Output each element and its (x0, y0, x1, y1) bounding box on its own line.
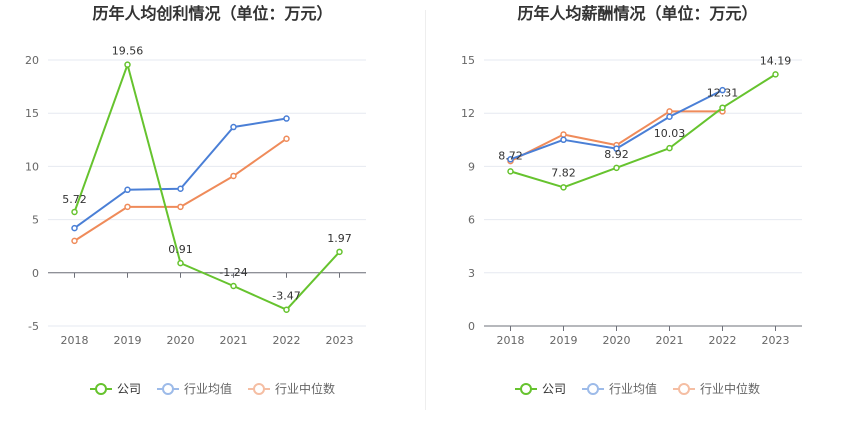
y-tick-label: 0 (468, 320, 475, 333)
data-point-industry-mean (177, 185, 184, 192)
legend-label-company: 公司 (116, 382, 141, 396)
data-point-company (666, 144, 673, 152)
data-point-industry-median (230, 172, 237, 180)
legend-label-company: 公司 (541, 382, 566, 396)
x-tick-label: 2018 (497, 334, 525, 347)
y-tick-label: 10 (25, 160, 39, 173)
data-label-company: -1.24 (219, 266, 247, 279)
data-point-industry-median (283, 135, 290, 142)
y-tick-label: -5 (28, 320, 39, 333)
y-tick-label: 20 (25, 54, 39, 67)
data-point-industry-mean (666, 113, 673, 120)
legend-swatch-industry-mean (156, 383, 179, 395)
x-tick-label: 2023 (326, 334, 354, 347)
data-point-company (560, 184, 567, 191)
legend-item-industry-median[interactable]: 行业中位数 (248, 382, 335, 396)
x-tick-label: 2020 (603, 334, 631, 347)
data-label-company: 8.92 (604, 148, 629, 161)
data-label-company: 19.56 (112, 45, 144, 58)
data-point-industry-median (560, 131, 567, 138)
data-point-company (336, 248, 343, 256)
x-tick-label: 2022 (273, 334, 301, 347)
data-point-company (719, 104, 726, 111)
x-tick-label: 2023 (762, 334, 790, 347)
x-tick-label: 2022 (709, 334, 737, 347)
legend-swatch-industry-mean (581, 383, 604, 395)
x-tick-label: 2021 (656, 334, 684, 347)
legend-item-industry-mean[interactable]: 行业均值 (581, 382, 657, 396)
data-point-company (507, 168, 514, 175)
legend-item-company[interactable]: 公司 (514, 382, 566, 396)
data-point-industry-mean (507, 156, 514, 163)
series-line-company (73, 63, 341, 311)
y-tick-label: 15 (461, 54, 475, 67)
data-point-company (283, 306, 290, 313)
y-tick-label: 5 (32, 214, 39, 227)
x-tick-label: 2020 (167, 334, 195, 347)
data-point-industry-mean (719, 86, 726, 94)
data-point-industry-median (71, 237, 78, 245)
y-tick-label: 12 (461, 107, 475, 120)
data-label-company: 0.91 (168, 243, 193, 256)
data-point-industry-mean (230, 123, 237, 131)
y-tick-label: 3 (468, 267, 475, 280)
data-label-company: 5.72 (62, 193, 87, 206)
data-point-industry-mean (613, 145, 620, 152)
legend-item-industry-mean[interactable]: 行业均值 (156, 382, 232, 396)
data-point-company (613, 164, 620, 172)
legend-item-company[interactable]: 公司 (89, 382, 141, 396)
legend-swatch-company (514, 383, 537, 395)
data-point-industry-median (124, 203, 131, 211)
data-point-company (71, 208, 78, 216)
data-point-industry-mean (283, 115, 290, 122)
legend-label-industry-median: 行业中位数 (275, 382, 336, 396)
data-label-company: 14.19 (760, 54, 792, 67)
legend-swatch-industry-median (248, 383, 270, 395)
data-point-industry-median (666, 108, 673, 115)
data-point-company (230, 282, 237, 290)
legend-swatch-company (89, 383, 112, 395)
data-point-industry-median (177, 203, 184, 211)
y-tick-label: 15 (25, 107, 39, 120)
data-label-company: 12.31 (707, 87, 739, 100)
data-point-company (177, 259, 184, 267)
gridlines (484, 59, 802, 327)
panel-divider (425, 10, 426, 410)
salary-chart-panel: 历年人均薪酬情况（单位：万元） 0 3 6 9 12 15 2018 2019 2020 2021… (425, 0, 850, 437)
data-label-company: 10.03 (654, 127, 686, 140)
data-point-industry-mean (124, 186, 131, 194)
salary-chart-title: 历年人均薪酬情况（单位：万元） (517, 4, 758, 23)
legend-item-industry-median[interactable]: 行业中位数 (673, 382, 760, 396)
x-tick-label: 2021 (220, 334, 248, 347)
data-label-company: -3.47 (272, 290, 300, 303)
legend-label-industry-median: 行业中位数 (700, 382, 761, 396)
data-label-company: 8.72 (498, 149, 523, 162)
data-point-company (772, 71, 779, 78)
data-point-industry-mean (71, 224, 78, 232)
profit-chart-legend: 公司 行业均值 行业中位数 (0, 382, 425, 396)
profit-chart-plot: -5 0 5 10 15 20 2018 2019 2020 2021 2022 2023 5.72 19… (25, 45, 366, 347)
data-label-company: 7.82 (551, 166, 576, 179)
data-point-company (124, 61, 131, 68)
profit-chart-panel: 历年人均创利情况（单位：万元） -5 0 5 10 15 20 2018 2019 2020 20… (0, 4, 425, 396)
gridlines (48, 59, 366, 327)
series-line-company (510, 73, 777, 189)
legend-swatch-industry-median (673, 383, 695, 395)
legend-label-industry-mean: 行业均值 (183, 382, 232, 396)
salary-chart-legend: 公司 行业均值 行业中位数 (425, 382, 850, 396)
x-tick-label: 2019 (550, 334, 578, 347)
salary-chart-plot: 0 3 6 9 12 15 2018 2019 2020 2021 2022 2023 8.72 7.82… (461, 54, 802, 347)
y-tick-label: 9 (468, 160, 475, 173)
x-tick-label: 2018 (61, 334, 89, 347)
y-tick-label: 6 (468, 214, 475, 227)
series-line-industry-mean (73, 117, 287, 229)
data-point-industry-mean (560, 136, 567, 144)
legend-label-industry-mean: 行业均值 (608, 382, 657, 396)
profit-chart-title: 历年人均创利情况（单位：万元） (92, 4, 333, 23)
data-label-company: 1.97 (327, 232, 352, 245)
x-tick-label: 2019 (114, 334, 142, 347)
y-tick-label: 0 (32, 267, 39, 280)
